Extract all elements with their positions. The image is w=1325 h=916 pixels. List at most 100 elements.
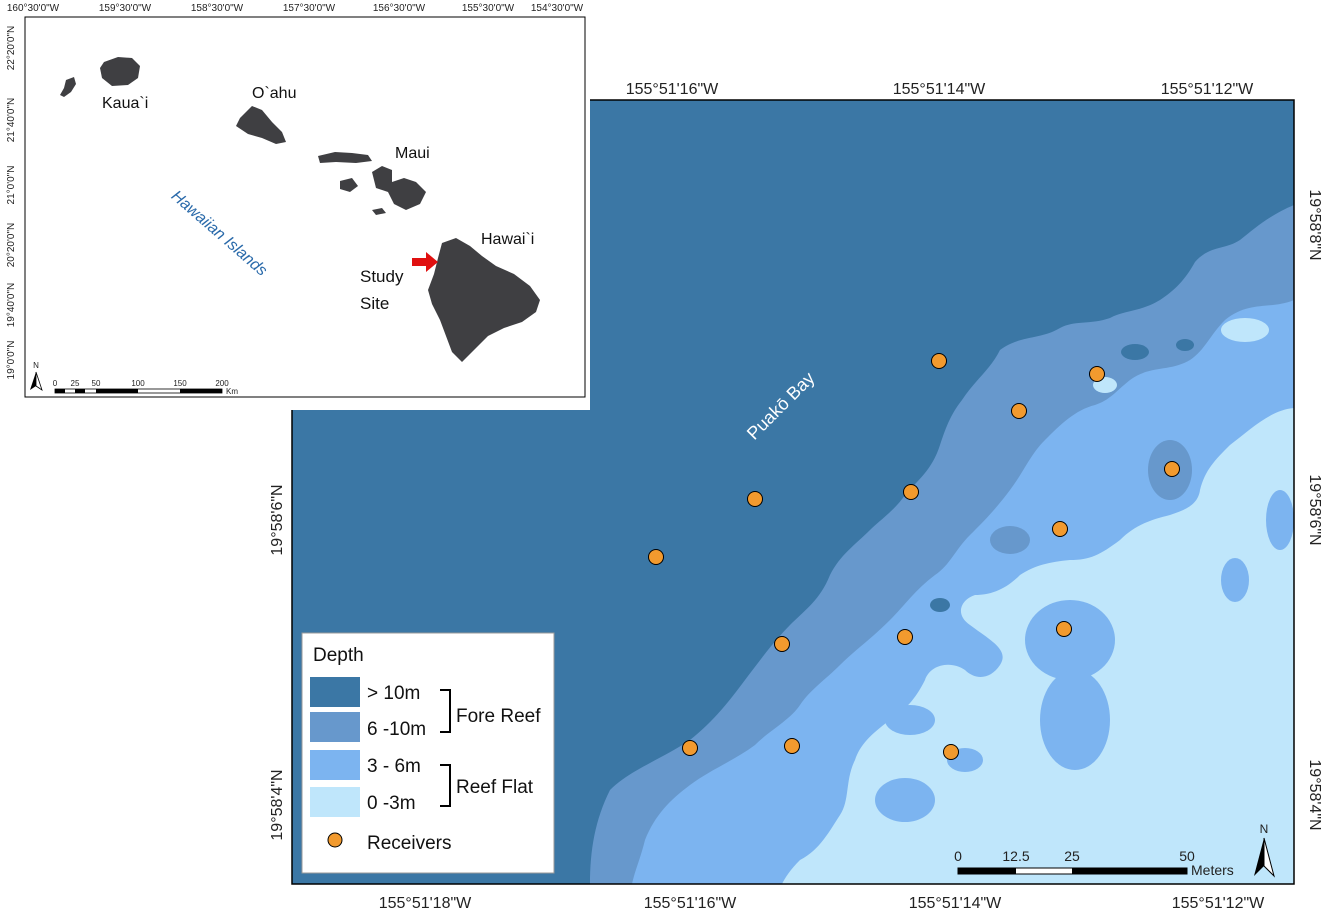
island-niihau: [60, 77, 76, 97]
inset-scale-tick: 200: [215, 379, 229, 388]
top-lon-label: 155°51'16"W: [626, 81, 719, 98]
legend-label: 6 -10m: [367, 719, 426, 740]
inset-lat-label: 20°20'0"N: [6, 223, 17, 268]
deep-patch: [1176, 339, 1194, 351]
legend-swatch-shallow: [310, 787, 360, 817]
legend-label: 3 - 6m: [367, 756, 421, 777]
right-lat-label: 19°58'4"N: [1306, 759, 1323, 830]
island-maui: [372, 166, 426, 210]
scale-bar: 0 12.5 25 50 Meters: [954, 848, 1234, 878]
legend-label: 0 -3m: [367, 793, 416, 814]
flat-patch: [1266, 490, 1294, 550]
fore-reef-bracket: [440, 689, 451, 733]
legend-receiver-marker: [327, 832, 343, 848]
label-oahu: O`ahu: [252, 85, 296, 102]
receiver-marker: [897, 629, 913, 645]
top-lon-label: 155°51'14"W: [893, 81, 986, 98]
study-site-label-line1: Study: [360, 267, 404, 286]
receiver-marker: [1052, 521, 1068, 537]
flat-patch: [1221, 558, 1249, 602]
legend-swatch-flat: [310, 750, 360, 780]
bottom-lon-label: 155°51'18"W: [379, 895, 472, 912]
receiver-marker: [784, 738, 800, 754]
inset-map: 160°30'0"W 159°30'0"W 158°30'0"W 157°30'…: [0, 0, 590, 410]
receiver-marker: [1011, 403, 1027, 419]
right-lat-label: 19°58'8"N: [1306, 189, 1323, 260]
legend-swatch-fore: [310, 712, 360, 742]
flat-patch: [1040, 670, 1110, 770]
receiver-marker: [774, 636, 790, 652]
island-kahoolawe: [372, 208, 386, 215]
inset-lon-label: 160°30'0"W: [7, 3, 60, 14]
scale-unit-label: Meters: [1191, 862, 1234, 878]
inset-scale-segment: [55, 389, 65, 393]
island-molokai: [318, 152, 372, 163]
inset-lon-label: 159°30'0"W: [99, 3, 152, 14]
flat-patch: [875, 778, 935, 822]
inset-scale-tick: 0: [53, 379, 58, 388]
scale-tick-label: 50: [1179, 848, 1195, 864]
island-kauai: [100, 57, 140, 86]
shallow-patch: [1221, 318, 1269, 342]
bottom-lon-label: 155°51'12"W: [1172, 895, 1265, 912]
inset-scale-tick: 100: [131, 379, 145, 388]
inset-lat-label: 19°0'0"N: [6, 341, 17, 380]
inset-scale-segment: [180, 389, 222, 393]
inset-scale-tick: 25: [71, 379, 80, 388]
inset-lon-label: 156°30'0"W: [373, 3, 426, 14]
depth-legend: Depth > 10m 6 -10m 3 - 6m 0 -3m Fore Ree…: [301, 632, 555, 874]
receiver-marker: [931, 353, 947, 369]
inset-north-arrow-icon: [35, 371, 43, 391]
study-site-label-line2: Site: [360, 294, 389, 313]
island-oahu: [236, 106, 286, 144]
main-map-border: [291, 99, 1295, 885]
scale-bar-segment: [1072, 868, 1187, 874]
inset-lat-label: 21°40'0"N: [6, 98, 17, 143]
inset-scale-tick: 150: [173, 379, 187, 388]
deep-patch: [1121, 344, 1149, 360]
right-lat-label: 19°58'6"N: [1306, 474, 1323, 545]
inset-lon-label: 155°30'0"W: [462, 3, 515, 14]
north-arrow-icon: [1254, 838, 1264, 876]
legend-group-flat: Reef Flat: [456, 777, 534, 798]
main-map-frame: Puakō Bay 155°51'16"W 155°51'14"W 155°51…: [269, 81, 1323, 912]
flat-patch: [885, 705, 935, 735]
bottom-lon-label: 155°51'14"W: [909, 895, 1002, 912]
receiver-marker: [747, 491, 763, 507]
scale-tick-label: 0: [954, 848, 962, 864]
left-lat-label: 19°58'6"N: [269, 484, 286, 555]
inset-north-label: N: [33, 361, 39, 370]
scale-tick-label: 25: [1064, 848, 1080, 864]
legend-title: Depth: [313, 645, 364, 666]
north-arrow-label: N: [1260, 822, 1269, 836]
legend-receivers-label: Receivers: [367, 833, 451, 854]
inset-lat-label: 22°20'0"N: [6, 26, 17, 71]
receiver-marker: [682, 740, 698, 756]
fore-patch: [990, 526, 1030, 554]
island-hawaii: [428, 238, 540, 362]
inset-lon-label: 154°30'0"W: [531, 3, 584, 14]
inset-lat-label: 21°0'0"N: [6, 166, 17, 205]
receivers-layer: [648, 353, 1180, 760]
left-lat-label: 19°58'4"N: [269, 769, 286, 840]
receiver-marker: [648, 549, 664, 565]
inset-lon-label: 157°30'0"W: [283, 3, 336, 14]
reef-flat-bracket: [440, 764, 451, 807]
legend-swatch-deep: [310, 677, 360, 707]
inset-scale-unit: Km: [226, 387, 238, 396]
legend-label: > 10m: [367, 683, 420, 704]
inset-scale-segment: [96, 389, 138, 393]
flat-patch: [1025, 600, 1115, 680]
bottom-lon-label: 155°51'16"W: [644, 895, 737, 912]
inset-lon-label: 158°30'0"W: [191, 3, 244, 14]
scale-bar-segment: [958, 868, 1016, 874]
legend-group-fore: Fore Reef: [456, 706, 541, 727]
label-kauai: Kaua`i: [102, 95, 148, 112]
label-maui: Maui: [395, 145, 430, 162]
inset-scale-segment: [75, 389, 85, 393]
inset-lat-label: 19°40'0"N: [6, 283, 17, 328]
receiver-marker: [903, 484, 919, 500]
receiver-marker: [1056, 621, 1072, 637]
top-lon-label: 155°51'12"W: [1161, 81, 1254, 98]
